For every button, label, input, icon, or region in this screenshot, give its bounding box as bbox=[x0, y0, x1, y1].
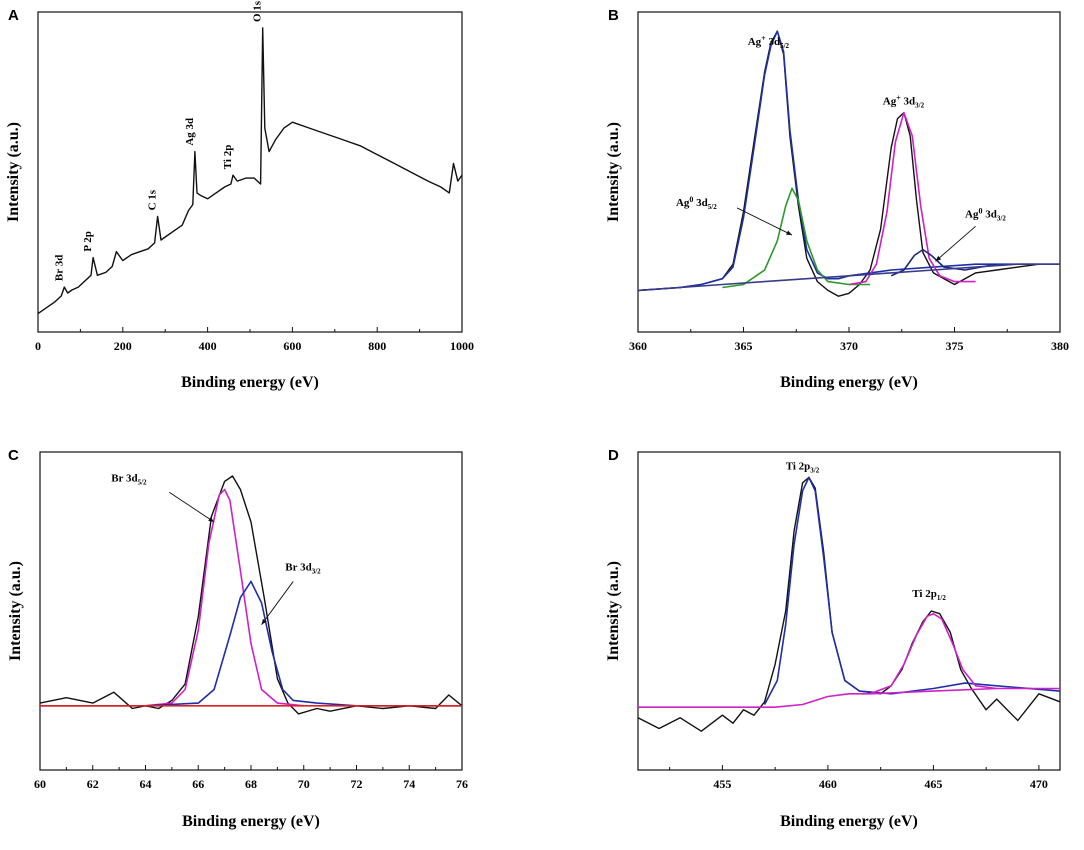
annotation-arrowhead bbox=[786, 230, 793, 236]
x-tick-label: 64 bbox=[140, 777, 152, 791]
peak-label: O 1s bbox=[252, 0, 264, 22]
peak-label: Ti 2p1/2 bbox=[912, 588, 946, 602]
peak-label: Ti 2p bbox=[222, 145, 234, 170]
peak-label: P 2p bbox=[82, 231, 94, 251]
y-axis-title: Intensity (a.u.) bbox=[605, 122, 622, 222]
peak-label: Br 3d bbox=[53, 255, 65, 281]
series-ti-2p3-2-fit bbox=[763, 476, 1061, 705]
y-axis-title: Intensity (a.u.) bbox=[7, 561, 24, 661]
x-tick-label: 380 bbox=[1051, 339, 1069, 353]
series-br-3d5-2-fit bbox=[145, 488, 304, 707]
x-tick-label: 370 bbox=[840, 339, 858, 353]
series-background bbox=[638, 687, 1060, 709]
x-tick-label: 60 bbox=[34, 777, 46, 791]
peak-label: Ag+ 3d3/2 bbox=[883, 94, 925, 110]
annotation-arrowhead bbox=[261, 618, 267, 625]
series-measured bbox=[637, 30, 1060, 297]
x-tick-label: 62 bbox=[87, 777, 99, 791]
annotation-arrow bbox=[935, 225, 976, 262]
y-axis-title: Intensity (a.u.) bbox=[605, 561, 622, 661]
x-tick-label: 70 bbox=[298, 777, 310, 791]
panel-d: D 455 460 465 470 Binding energy (eV) Intensit… bbox=[605, 447, 1061, 830]
annotation-arrow bbox=[168, 491, 215, 523]
peak-label: Ag0 3d3/2 bbox=[965, 207, 1006, 223]
panel-a: A 0 200 400 600 800 1000 Binding energy (eV) Int… bbox=[5, 0, 474, 391]
x-tick-label: 600 bbox=[283, 339, 301, 353]
peak-label: Ti 2p3/2 bbox=[786, 460, 820, 474]
series-measured bbox=[39, 475, 463, 715]
peak-label: Ag 3d bbox=[184, 118, 196, 146]
panel-b: B 360 365 370 375 380 Binding energy (eV) Inten… bbox=[605, 7, 1069, 391]
x-tick-label: 200 bbox=[114, 339, 132, 353]
x-tick-label: 0 bbox=[35, 339, 41, 353]
annotation-arrowhead bbox=[208, 516, 215, 522]
panel-letter: C bbox=[8, 447, 19, 464]
peak-label: Ag+ 3d5/2 bbox=[748, 34, 790, 50]
series-ag0-3d3-2-fit bbox=[890, 248, 997, 277]
annotation-arrowhead bbox=[935, 255, 942, 262]
peak-label: Br 3d5/2 bbox=[111, 472, 147, 486]
plot-frame bbox=[637, 451, 1061, 771]
x-tick-label: 455 bbox=[713, 777, 731, 791]
series-ag-3d3-2-fit bbox=[848, 111, 976, 286]
x-axis-title: Binding energy (eV) bbox=[780, 374, 918, 391]
series-br-3d3-2-fit bbox=[40, 580, 462, 707]
x-tick-label: 76 bbox=[456, 777, 468, 791]
x-tick-label: 74 bbox=[403, 777, 415, 791]
x-axis-title: Binding energy (eV) bbox=[780, 813, 918, 830]
x-axis-title: Binding energy (eV) bbox=[182, 813, 320, 830]
panel-c: C 60 62 64 66 68 70 72 74 76 Binding energy (eV) In… bbox=[7, 447, 468, 830]
x-tick-label: 470 bbox=[1030, 777, 1048, 791]
peak-label: Br 3d3/2 bbox=[285, 562, 321, 576]
series-survey bbox=[37, 27, 463, 315]
x-axis-title: Binding energy (eV) bbox=[181, 374, 319, 391]
x-tick-label: 72 bbox=[351, 777, 363, 791]
annotation-arrow bbox=[736, 207, 793, 236]
peak-label: Ag0 3d5/2 bbox=[676, 195, 717, 211]
x-tick-label: 400 bbox=[199, 339, 217, 353]
series-ag-3d5-2-fit bbox=[637, 30, 1060, 292]
panel-letter: B bbox=[608, 7, 619, 24]
peak-label: C 1s bbox=[147, 189, 159, 210]
x-tick-label: 460 bbox=[819, 777, 837, 791]
x-tick-label: 365 bbox=[735, 339, 753, 353]
series-ag0-3d5-2-fit bbox=[722, 187, 871, 289]
panel-letter: A bbox=[8, 7, 19, 24]
panel-letter: D bbox=[608, 447, 619, 464]
x-tick-label: 68 bbox=[245, 777, 257, 791]
x-tick-label: 465 bbox=[924, 777, 942, 791]
x-tick-label: 800 bbox=[368, 339, 386, 353]
x-tick-label: 360 bbox=[629, 339, 647, 353]
series-ti-2p1-2-fit bbox=[869, 612, 997, 695]
x-tick-label: 1000 bbox=[450, 339, 474, 353]
x-tick-label: 375 bbox=[946, 339, 964, 353]
x-tick-label: 66 bbox=[192, 777, 204, 791]
annotation-arrow bbox=[261, 581, 294, 625]
y-axis-title: Intensity (a.u.) bbox=[5, 122, 22, 222]
series-background bbox=[637, 263, 1060, 292]
